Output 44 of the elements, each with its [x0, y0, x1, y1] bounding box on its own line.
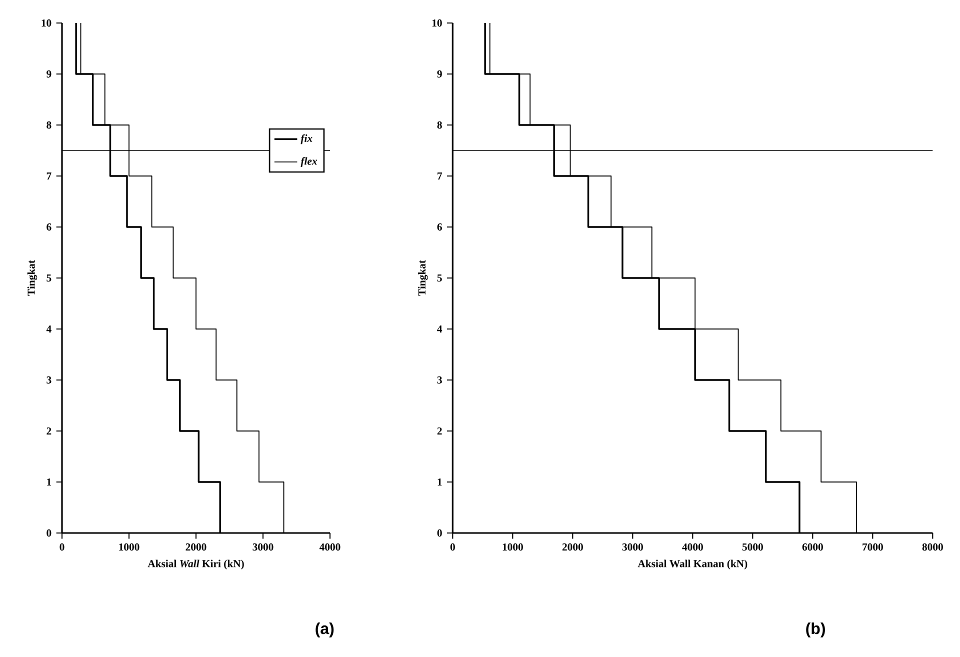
x-tick-label: 3000	[252, 543, 274, 551]
x-tick-label: 2000	[562, 543, 583, 551]
y-tick-label: 1	[47, 478, 52, 486]
y-tick-label: 8	[46, 121, 52, 129]
y-tick-label: 0	[46, 529, 52, 537]
x-tick-label: 2000	[186, 543, 206, 551]
x-tick-label: 7000	[862, 543, 883, 551]
y-tick-label: 4	[437, 325, 442, 333]
x-tick-label: 1000	[502, 543, 523, 551]
y-tick-label: 7	[438, 172, 442, 180]
x-tick-label: 5000	[742, 543, 763, 551]
y-tick-label: 10	[432, 19, 442, 27]
y-tick-label: 1	[438, 478, 442, 486]
y-tick-label: 7	[46, 172, 52, 180]
x-tick-label: 1000	[119, 543, 140, 551]
x-tick-label: 4000	[319, 543, 340, 551]
x-tick-label: 6000	[802, 543, 823, 551]
x-tick-label: 4000	[682, 543, 703, 551]
x-axis-title: Aksial Wall Kanan (kN)	[638, 560, 748, 570]
y-tick-label: 2	[437, 427, 442, 435]
y-tick-label: 6	[46, 223, 52, 231]
y-tick-label: 2	[46, 427, 52, 435]
y-axis-title: Tingkat	[27, 260, 38, 296]
y-tick-label: 0	[437, 529, 442, 537]
legend-label: fix	[300, 134, 312, 144]
y-tick-label: 8	[437, 121, 442, 129]
y-tick-label: 5	[46, 274, 52, 282]
text: (a)	[316, 622, 334, 638]
y-tick-label: 5	[437, 274, 442, 282]
y-tick-label: 10	[42, 19, 52, 27]
y-tick-label: 9	[437, 70, 442, 78]
y-tick-label: 6	[437, 223, 442, 231]
x-tick-label: 3000	[622, 543, 643, 551]
y-tick-label: 3	[46, 376, 52, 384]
y-tick-label: 3	[437, 376, 442, 384]
y-tick-label: 9	[46, 70, 52, 78]
legend-label: flex	[300, 157, 318, 167]
x-axis-title: Aksial Wall Kiri (kN)	[148, 560, 244, 570]
x-tick-label: 0	[450, 543, 455, 551]
x-tick-label: 8000	[922, 543, 943, 551]
x-tick-label: 0	[60, 543, 64, 551]
y-axis-title: Tingkat	[418, 260, 428, 296]
text: (b)	[806, 622, 825, 638]
y-tick-label: 4	[46, 325, 52, 333]
